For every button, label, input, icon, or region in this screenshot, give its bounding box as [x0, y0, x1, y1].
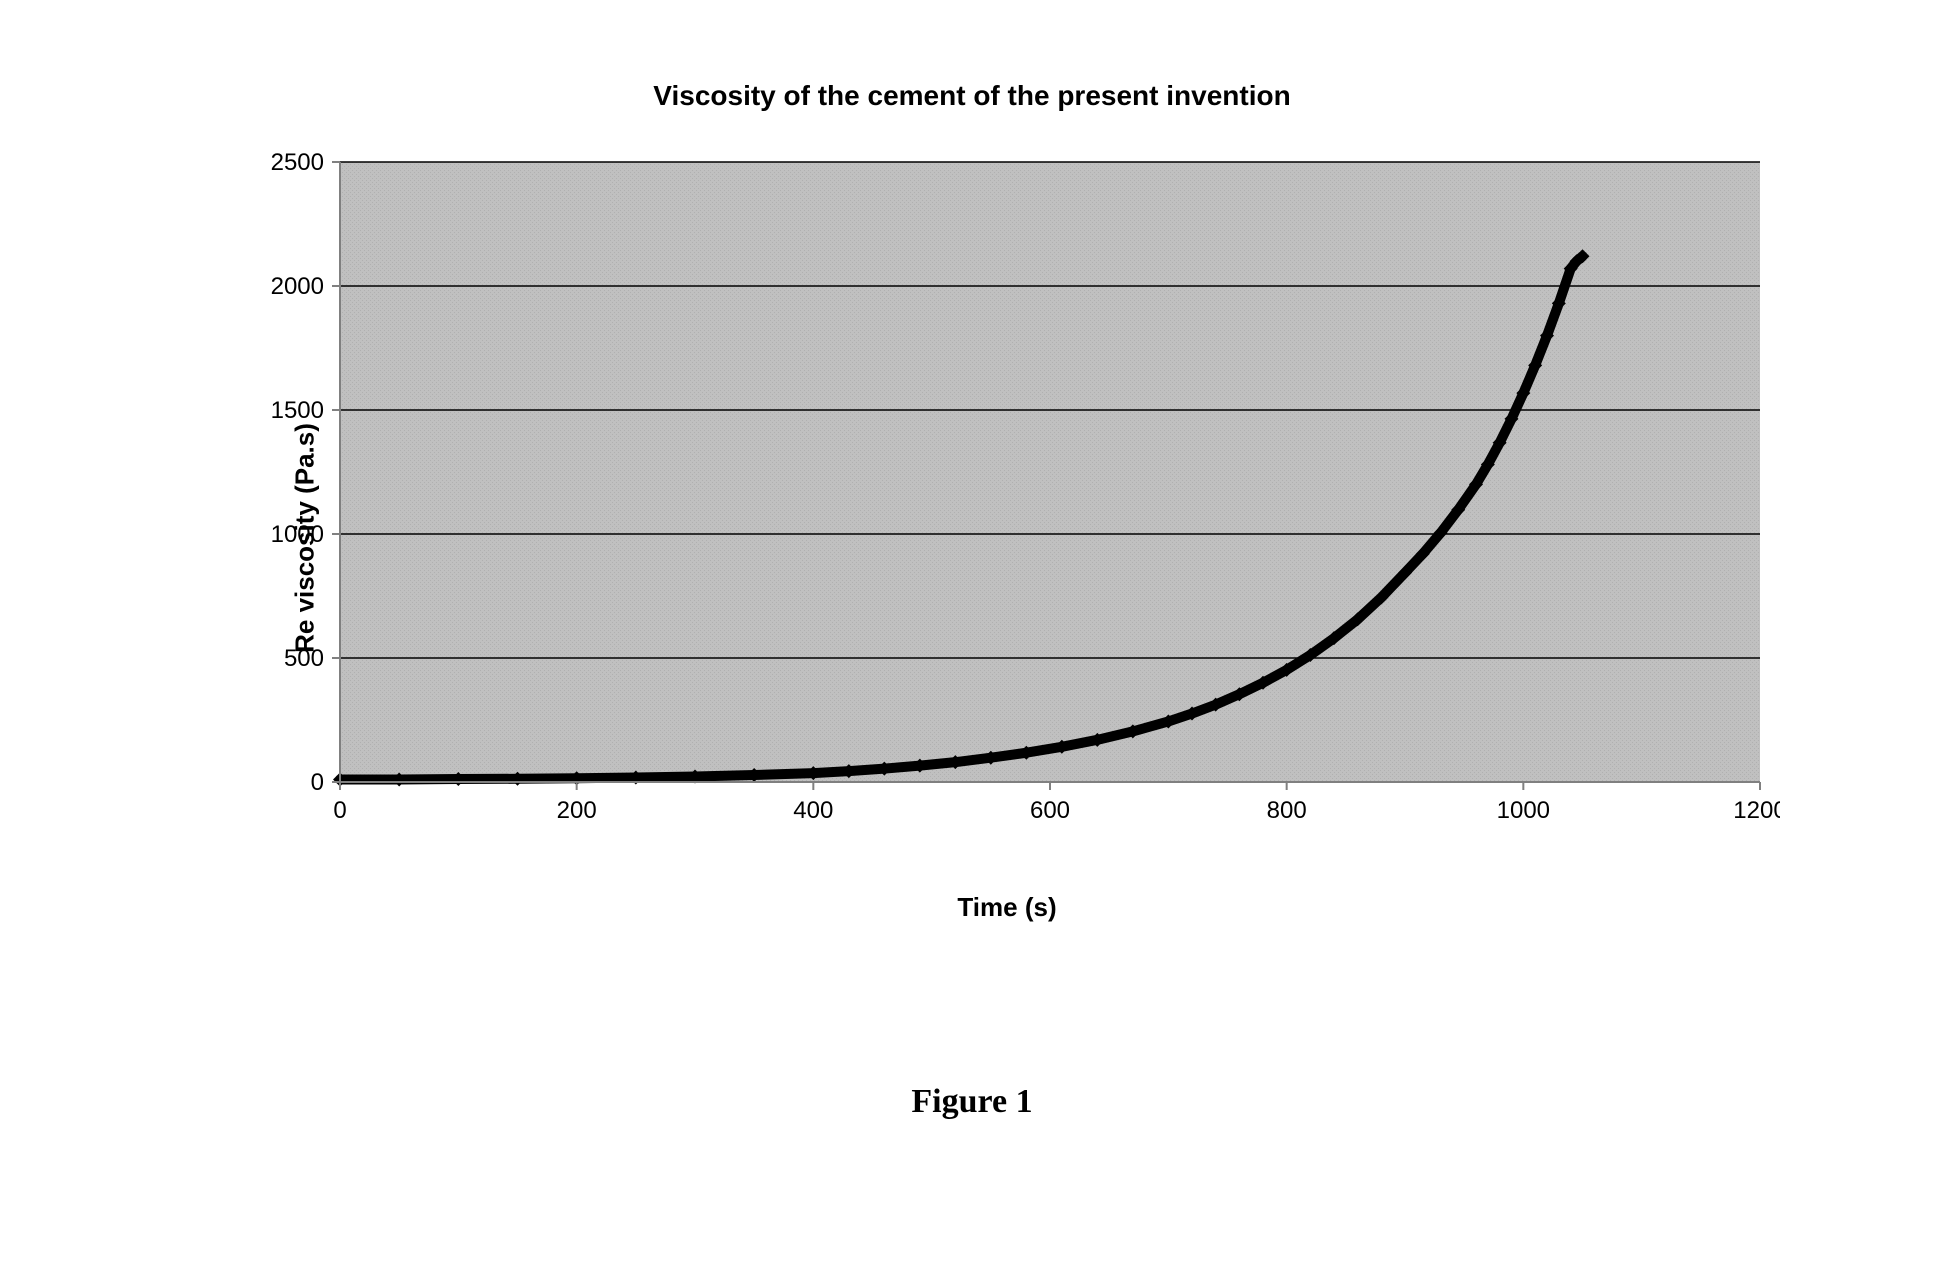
figure-caption: Figure 1 [160, 1083, 1784, 1121]
y-axis-label: Re viscosity (Pa.s) [289, 423, 320, 653]
chart-container: Viscosity of the cement of the present i… [160, 80, 1784, 1121]
svg-text:1500: 1500 [271, 397, 324, 424]
svg-text:400: 400 [793, 797, 833, 824]
svg-text:600: 600 [1030, 797, 1070, 824]
chart-title: Viscosity of the cement of the present i… [160, 80, 1784, 112]
x-axis-label: Time (s) [230, 892, 1784, 923]
chart-svg: 0500100015002000250002004006008001000120… [230, 152, 1780, 842]
chart-plot-wrap: Re viscosity (Pa.s) 05001000150020002500… [230, 152, 1784, 923]
svg-text:1200: 1200 [1733, 797, 1780, 824]
svg-text:1000: 1000 [1497, 797, 1550, 824]
svg-text:0: 0 [333, 797, 346, 824]
svg-text:800: 800 [1267, 797, 1307, 824]
svg-text:2000: 2000 [271, 273, 324, 300]
svg-text:0: 0 [311, 769, 324, 796]
svg-text:2500: 2500 [271, 152, 324, 176]
svg-text:200: 200 [557, 797, 597, 824]
